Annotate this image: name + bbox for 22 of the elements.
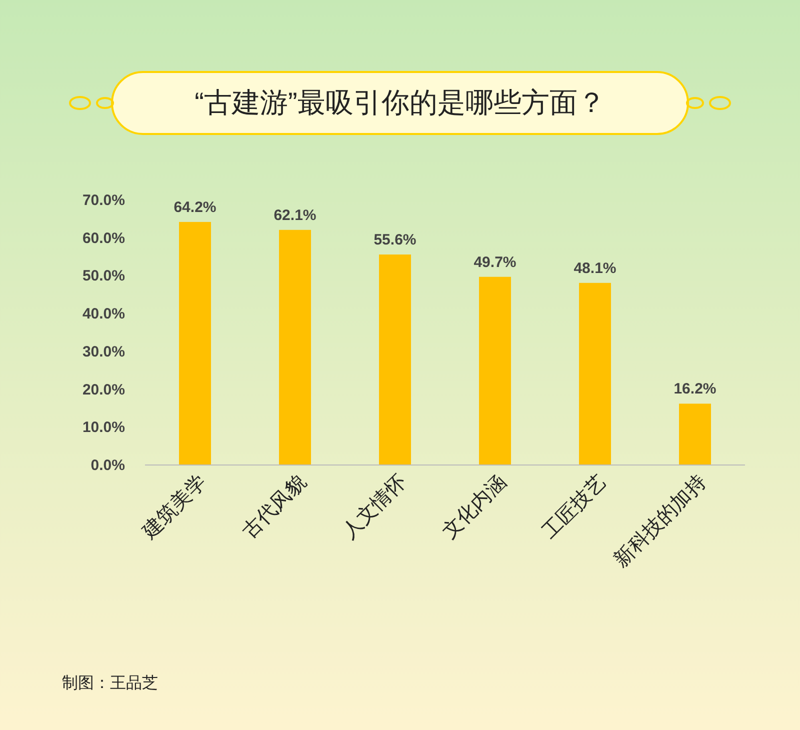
x-tick-label: 工匠技艺 (538, 470, 611, 544)
y-tick-label: 50.0% (82, 268, 125, 285)
data-label: 64.2% (174, 198, 216, 216)
x-tick-label: 文化内涵 (438, 470, 511, 544)
y-tick-label: 30.0% (82, 343, 125, 360)
y-tick-label: 20.0% (82, 381, 125, 398)
y-tick-label: 0.0% (90, 457, 125, 474)
y-tick-label: 70.0% (82, 192, 125, 209)
text: 制图：王品芝 (62, 674, 158, 692)
data-label: 62.1% (274, 206, 316, 224)
y-tick-label: 60.0% (82, 230, 125, 247)
data-label: 55.6% (374, 232, 416, 249)
x-tick-label: 古代风貌 (238, 470, 311, 544)
x-tick-label: 人文情怀 (338, 470, 411, 544)
data-label: 48.1% (574, 260, 616, 277)
data-label: 16.2% (674, 380, 716, 398)
x-tick-label: 新科技的加持 (610, 470, 711, 572)
chart-title: “古建游”最吸引你的是哪些方面？ (194, 87, 606, 118)
data-label: 49.7% (474, 254, 516, 271)
x-tick-label: 建筑美学 (136, 470, 211, 544)
y-tick-label: 10.0% (82, 419, 125, 436)
y-tick-label: 40.0% (82, 306, 125, 323)
